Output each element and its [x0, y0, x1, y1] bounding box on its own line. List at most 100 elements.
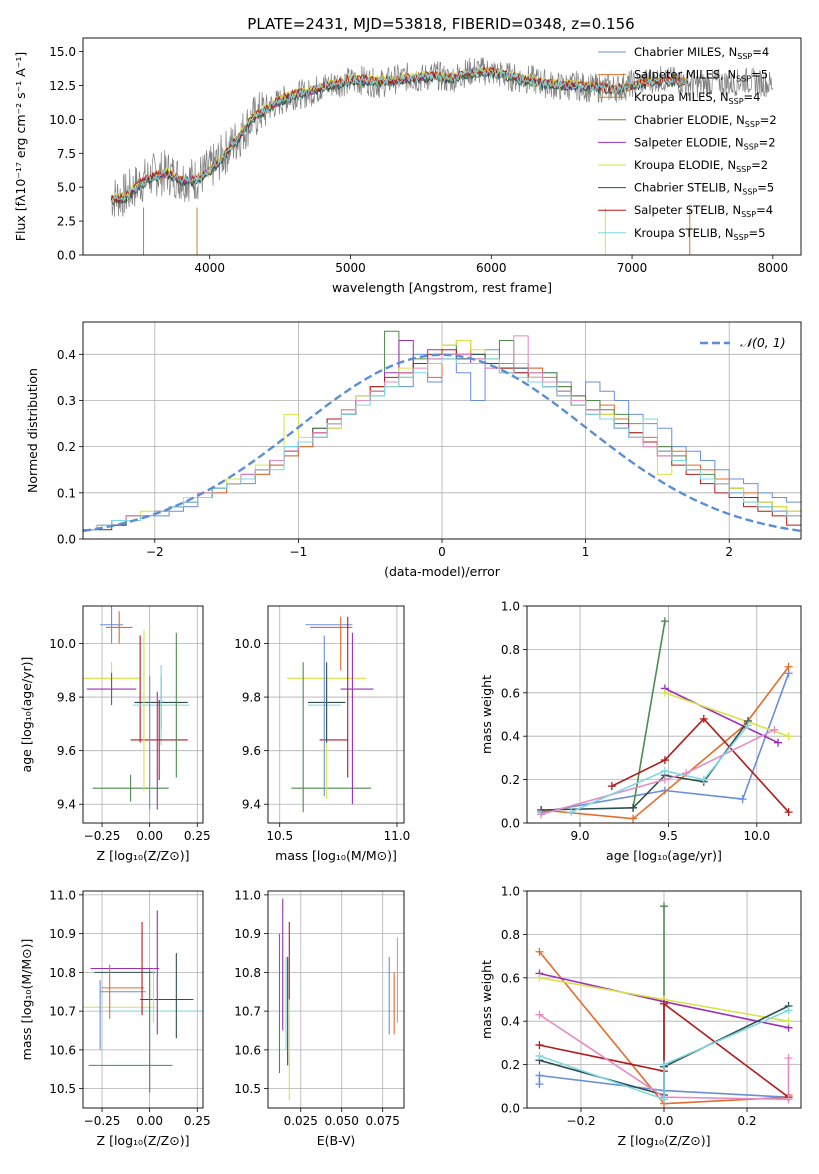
legend-label: Salpeter ELODIE, NSSP=2: [634, 135, 776, 151]
spectrum-ytick-label: 7.5: [57, 147, 76, 161]
weight-series-4: [664, 692, 789, 737]
weight-vs-age-frame: [526, 605, 802, 824]
mass-vs-Z-xtick-label: 0.00: [136, 1114, 163, 1128]
residuals-xtick-label: 1: [582, 545, 590, 559]
age-vs-Z-xlabel: Z [log₁₀(Z/Z⊙)]: [97, 848, 190, 863]
weight-marker: [784, 1017, 793, 1026]
weight-vs-Z-ytick-label: 0.6: [501, 971, 520, 985]
weight-vs-Z-frame: [526, 890, 802, 1109]
mass-vs-Z-ytick-label: 10.7: [49, 1005, 76, 1019]
weight-marker: [567, 808, 576, 817]
age-vs-Z-frame: [82, 605, 204, 824]
age-vs-mass-xtick-label: 10.5: [266, 829, 293, 843]
weight-marker: [660, 902, 668, 911]
mass-vs-EBV-axes: 0.025 0.050 0.075 10.5 10.6 10.7 10.8 10.9 11.0 E…: [234, 888, 404, 1148]
spectrum-ytick-label: 12.5: [49, 79, 76, 93]
weight-marker: [660, 1060, 668, 1069]
weight-series-8: [539, 1009, 789, 1101]
weight-marker: [743, 721, 752, 730]
weight-vs-age-xtick-label: 10.0: [743, 829, 770, 843]
weight-marker: [660, 617, 669, 626]
weight-marker: [629, 814, 638, 823]
spectrum-ytick-label: 2.5: [57, 215, 76, 229]
weight-vs-Z-ytick-label: 0.4: [501, 1015, 520, 1029]
weight-vs-age-xtick-label: 9.0: [570, 829, 589, 843]
age-vs-Z-ytick-label: 9.8: [57, 691, 76, 705]
legend-label: Kroupa ELODIE, NSSP=2: [634, 158, 768, 174]
weight-marker: [784, 662, 793, 671]
age-vs-Z-errorbars: [83, 606, 190, 810]
spectrum-xtick-label: 4000: [194, 261, 225, 275]
legend-label: Salpeter STELIB, NSSP=4: [634, 203, 773, 219]
mass-vs-EBV-xtick-label: 0.050: [325, 1114, 359, 1128]
legend-label: Chabrier ELODIE, NSSP=2: [634, 113, 777, 129]
residuals-xtick-label: −1: [290, 545, 308, 559]
weight-marker: [535, 973, 544, 982]
spectrum-ylabel: Flux [fλ10⁻¹⁷ erg cm⁻² s⁻¹ A⁻¹]: [13, 52, 28, 241]
residual-histograms: [83, 330, 801, 533]
weight-vs-age-ytick-label: 1.0: [501, 600, 520, 614]
weight-vs-Z-ytick-label: 1.0: [501, 885, 520, 899]
age-vs-Z-axes: −0.25 0.00 0.25 9.4 9.6 9.8 10.0 Z [log₁₀(Z/Z⊙)…: [19, 606, 211, 863]
legend-label: Salpeter MILES, NSSP=5: [634, 68, 768, 84]
residuals-xtick-label: 0: [438, 545, 446, 559]
weight-vs-age-xlabel: age [log₁₀(age/yr)]: [606, 848, 722, 863]
legend-label: Chabrier STELIB, NSSP=5: [634, 181, 774, 197]
weight-vs-Z-xtick-label: 0.2: [737, 1114, 756, 1128]
mass-vs-Z-ytick-label: 10.6: [49, 1043, 76, 1057]
mass-vs-EBV-ytick-label: 11.0: [234, 888, 261, 902]
weight-vs-Z-ylabel: mass weight: [479, 960, 494, 1039]
weight-vs-Z-ytick-label: 0.0: [501, 1102, 520, 1116]
mass-vs-Z-ytick-label: 11.0: [49, 888, 76, 902]
mass-vs-Z-ytick-label: 10.8: [49, 966, 76, 980]
spectrum-xlabel: wavelength [Angstrom, rest frame]: [332, 280, 552, 295]
mass-vs-Z-xtick-label: −0.25: [84, 1114, 121, 1128]
age-vs-Z-ytick-label: 9.6: [57, 744, 76, 758]
weight-marker: [699, 714, 708, 723]
mass-vs-EBV-ytick-label: 10.5: [234, 1082, 261, 1096]
spectrum-axes: 4000 5000 6000 7000 8000 0.0 2.5 5.0 7.5 10.0 12.5…: [13, 45, 788, 295]
mass-vs-Z-ytick-label: 10.9: [49, 927, 76, 941]
weight-vs-Z-ytick-label: 0.8: [501, 928, 520, 942]
mass-vs-EBV-ytick-label: 10.9: [234, 927, 261, 941]
weight-marker: [537, 810, 546, 819]
weight-marker: [660, 999, 668, 1008]
mass-vs-EBV-ytick-label: 10.6: [234, 1043, 261, 1057]
mass-vs-Z-ytick-label: 10.5: [49, 1082, 76, 1096]
legend-label: Kroupa STELIB, NSSP=5: [634, 226, 765, 242]
weight-marker: [784, 1054, 793, 1063]
age-vs-Z-xtick-label: 0.00: [136, 829, 163, 843]
weight-marker: [770, 725, 779, 734]
mass-vs-Z-ylabel: mass [log₁₀(M/M⊙)]: [19, 939, 34, 1061]
weight-marker: [784, 1006, 793, 1015]
weight-vs-age-ytick-label: 0.8: [501, 643, 520, 657]
weight-series-3: [664, 687, 779, 744]
residual-legend: 𝒩(0, 1): [700, 335, 786, 350]
weight-vs-Z-lines: [535, 902, 793, 1108]
weight-marker: [629, 803, 638, 812]
weight-vs-age-lines: [537, 617, 793, 823]
age-vs-mass-axes: 10.5 11.0 9.4 9.6 9.8 10.0 mass [log₁₀(M/M⊙)]: [234, 606, 410, 863]
weight-marker: [699, 775, 708, 784]
weight-vs-Z-axes: −0.2 0.0 0.2 0.0 0.2 0.4 0.6 0.8 1.0 Z [log₁₀(Z/Z…: [479, 885, 801, 1148]
figure-title: PLATE=2431, MJD=53818, FIBERID=0348, z=0…: [247, 15, 634, 33]
weight-vs-Z-xtick-label: 0.0: [654, 1114, 673, 1128]
weight-vs-age-ytick-label: 0.2: [501, 773, 520, 787]
age-vs-mass-ytick-label: 10.0: [234, 637, 261, 651]
spectrum-ytick-label: 5.0: [57, 181, 76, 195]
weight-marker: [535, 1080, 544, 1089]
weight-vs-Z-ytick-label: 0.2: [501, 1058, 520, 1072]
weight-series-2: [632, 621, 666, 808]
age-vs-mass-ytick-label: 9.4: [242, 798, 261, 812]
weight-marker: [607, 782, 616, 791]
spectrum-lines: [110, 57, 774, 255]
weight-marker: [660, 1095, 668, 1104]
age-vs-Z-ylabel: age [log₁₀(age/yr)]: [19, 657, 34, 773]
spectrum-ytick-label: 0.0: [57, 249, 76, 263]
spectrum-ytick-label: 10.0: [49, 113, 76, 127]
residuals-ylabel: Normed distribution: [25, 368, 40, 493]
weight-vs-age-ytick-label: 0.0: [501, 817, 520, 831]
spectrum-xtick-label: 7000: [617, 261, 648, 275]
weight-marker: [660, 688, 669, 697]
mass-vs-Z-frame: [82, 890, 204, 1109]
